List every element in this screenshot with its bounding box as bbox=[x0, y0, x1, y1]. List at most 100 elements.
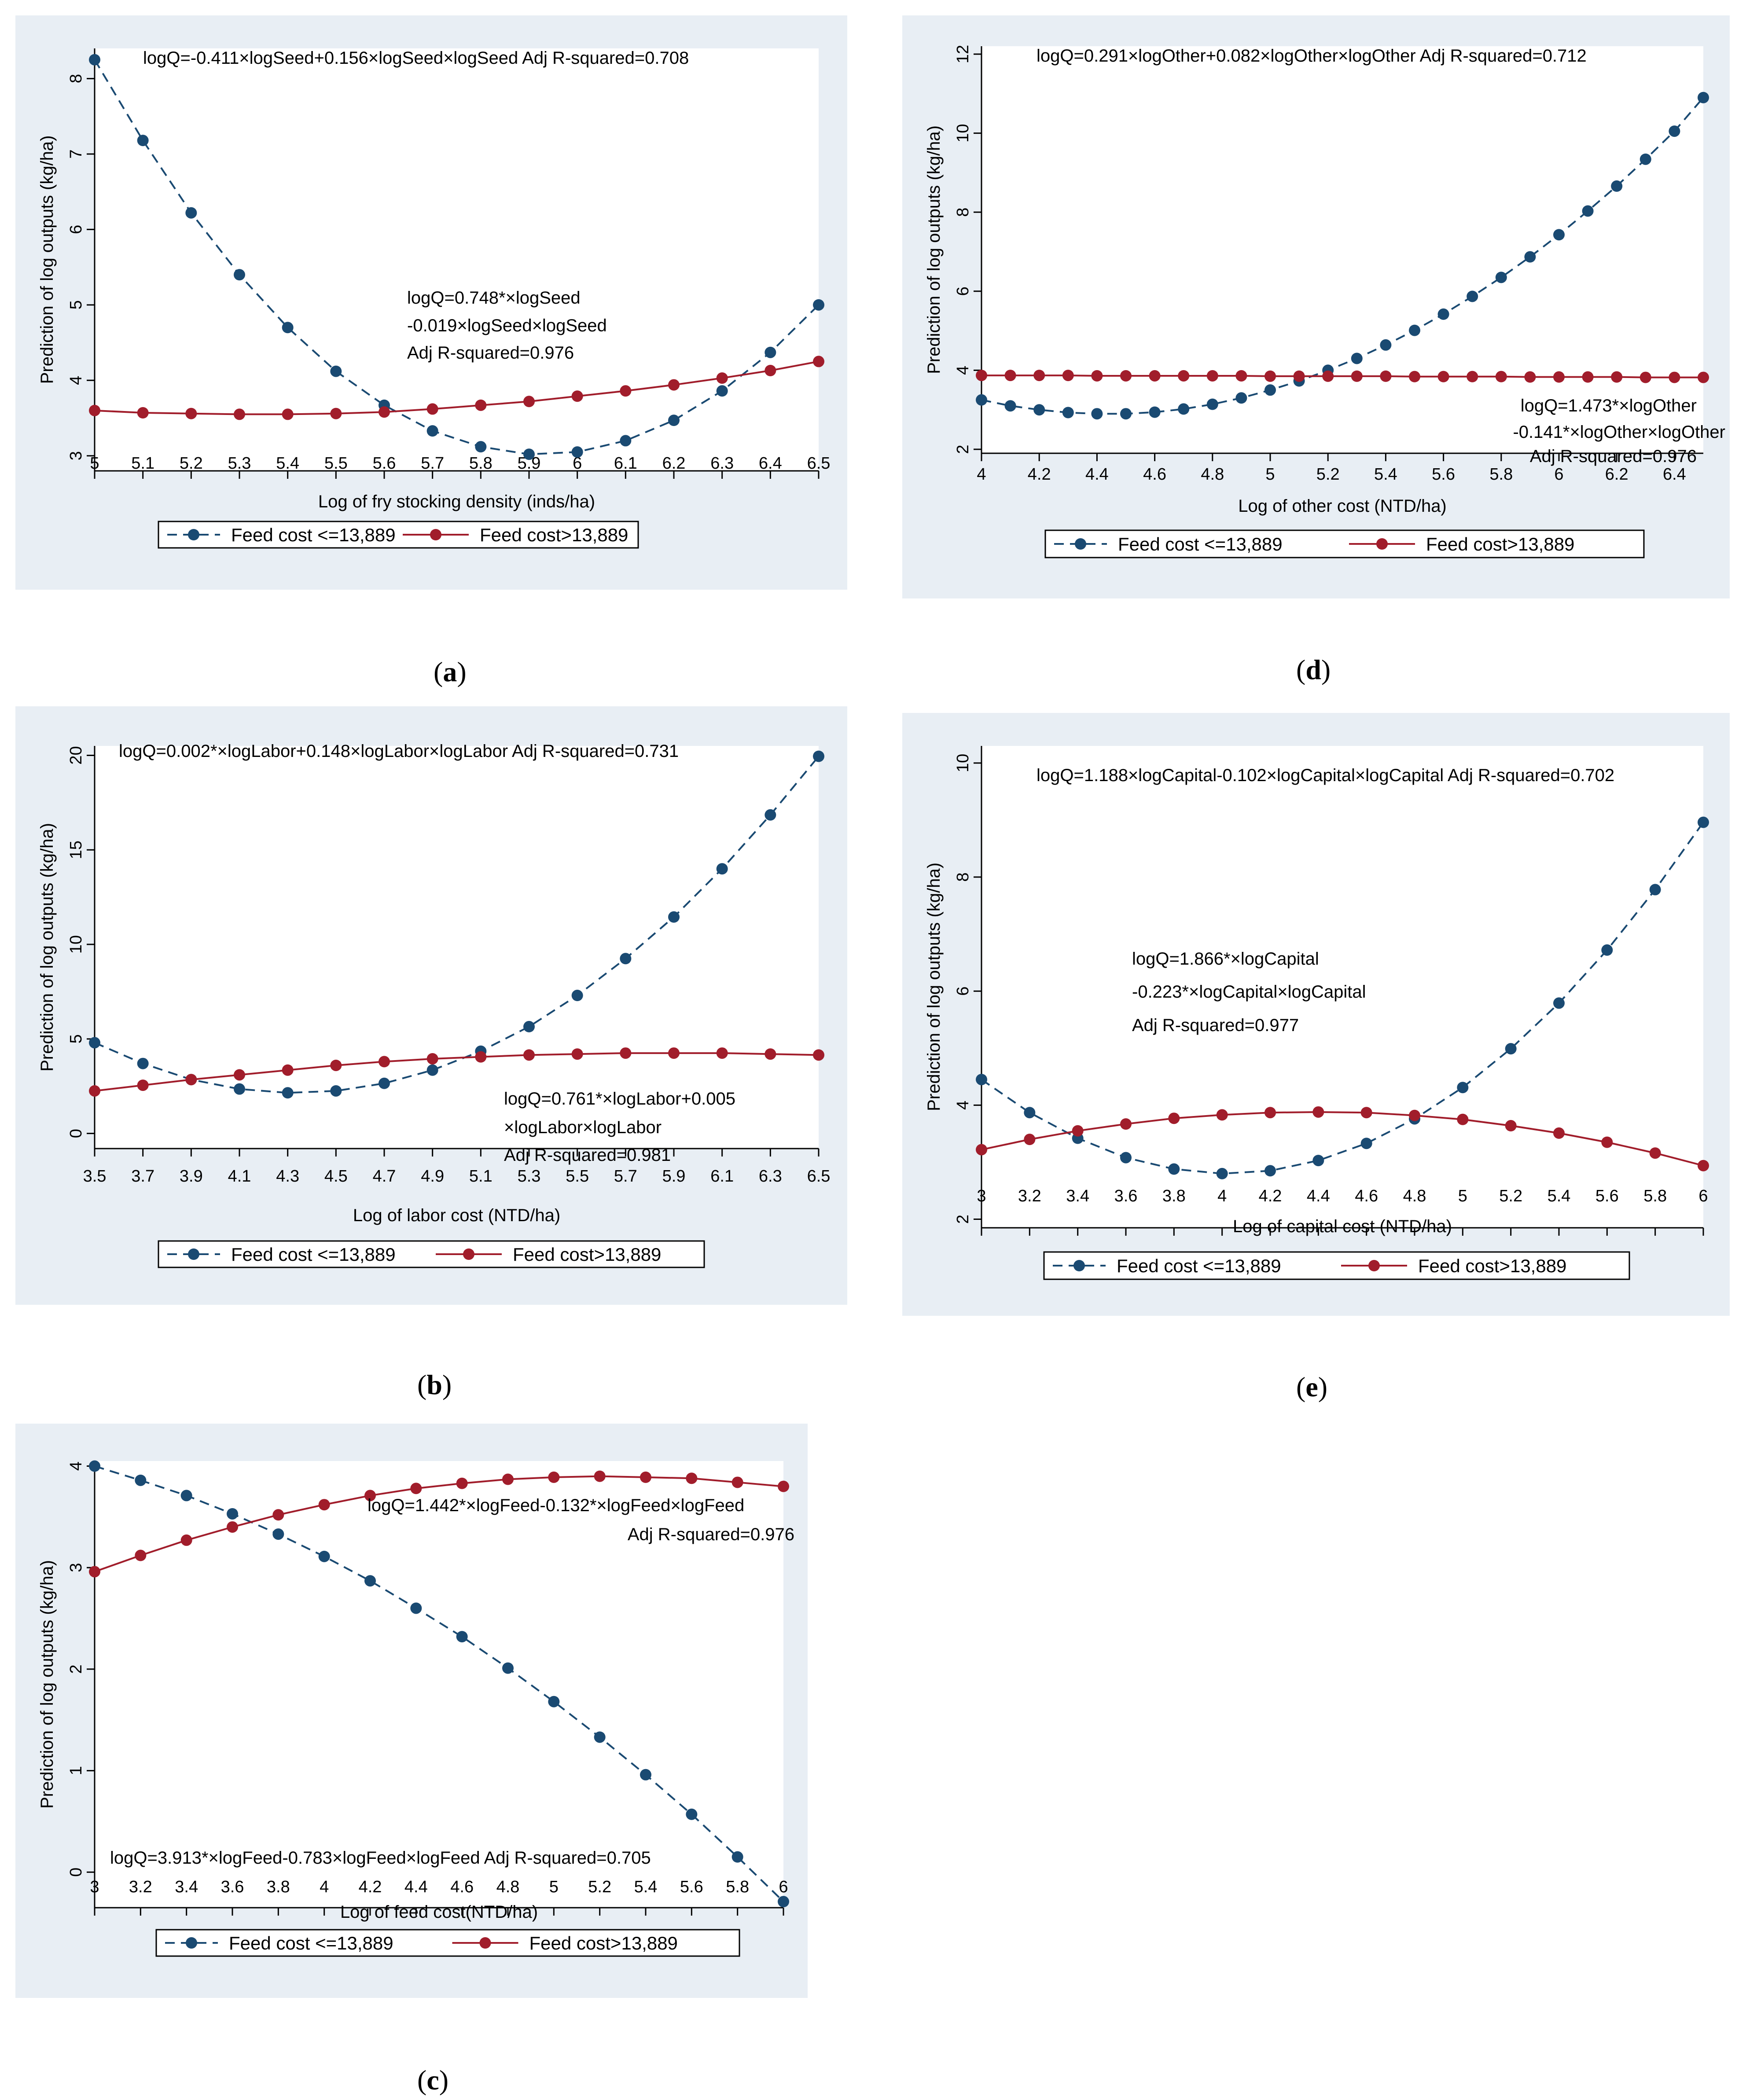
series-high-point bbox=[1293, 370, 1305, 382]
series-low-line bbox=[981, 97, 1704, 415]
x-tick-label: 4.4 bbox=[1307, 1187, 1330, 1205]
x-tick-label: 5.4 bbox=[1374, 465, 1397, 484]
series-high-point bbox=[1457, 1113, 1469, 1125]
series-low-point bbox=[1206, 398, 1218, 410]
x-tick-label: 3 bbox=[90, 1878, 99, 1896]
series-low-point bbox=[1649, 884, 1661, 896]
series-low-point bbox=[185, 207, 197, 219]
series-low-point bbox=[456, 1631, 468, 1643]
series-low-point bbox=[1062, 407, 1074, 419]
series-high-line bbox=[94, 360, 819, 415]
series-low-point bbox=[89, 1460, 100, 1472]
series-high-point bbox=[426, 403, 438, 415]
series-high-point bbox=[89, 1566, 100, 1578]
series-high-point bbox=[716, 372, 728, 384]
x-tick-label: 6 bbox=[573, 454, 582, 473]
plot-area bbox=[981, 46, 1703, 453]
series-low-point bbox=[1004, 400, 1016, 412]
x-tick-label: 5.6 bbox=[680, 1878, 703, 1896]
series-high-point bbox=[502, 1473, 514, 1485]
y-tick-label: 12 bbox=[954, 45, 972, 63]
series-low-point bbox=[282, 322, 294, 334]
y-tick-label: 1 bbox=[67, 1766, 85, 1775]
series-low-point bbox=[426, 1064, 438, 1076]
x-tick-label: 5.5 bbox=[566, 1167, 589, 1186]
annotation: Adj R-squared=0.981 bbox=[504, 1145, 671, 1165]
series-high-point bbox=[1216, 1109, 1228, 1121]
y-tick-label: 7 bbox=[67, 149, 85, 158]
legend-high-label: Feed cost>13,889 bbox=[1418, 1256, 1566, 1276]
annotation: Adj R-squared=0.976 bbox=[407, 343, 574, 363]
y-tick-label: 6 bbox=[954, 286, 972, 296]
series-low-point bbox=[318, 1550, 330, 1562]
series-low-point bbox=[686, 1808, 698, 1820]
series-high-point bbox=[731, 1476, 743, 1488]
plot-area bbox=[95, 48, 819, 471]
series-high-point bbox=[1360, 1107, 1372, 1119]
x-tick-label: 6.5 bbox=[807, 1167, 831, 1186]
series-low-point bbox=[1582, 205, 1594, 217]
annotation: Adj R-squared=0.977 bbox=[1132, 1016, 1299, 1035]
series-high-point bbox=[716, 1047, 728, 1059]
y-tick-label: 15 bbox=[67, 841, 85, 859]
x-tick-label: 5.6 bbox=[373, 454, 396, 473]
series-low-point bbox=[282, 1087, 294, 1099]
series-high-point bbox=[523, 1049, 535, 1061]
legend-low-marker bbox=[188, 1248, 199, 1260]
annotation: -0.223*×logCapital×logCapital bbox=[1132, 982, 1366, 1002]
series-high-point bbox=[1206, 370, 1218, 382]
annotation: logQ=3.913*×logFeed-0.783×logFeed×logFee… bbox=[110, 1848, 651, 1868]
series-high-point bbox=[1698, 371, 1709, 383]
legend: Feed cost <=13,889 Feed cost>13,889 bbox=[158, 1240, 705, 1268]
series-low-point bbox=[765, 346, 776, 358]
series-high-point bbox=[1409, 371, 1420, 382]
y-tick-label: 5 bbox=[67, 1034, 85, 1043]
series-high-point bbox=[1669, 371, 1680, 383]
series-high-point bbox=[1582, 371, 1594, 383]
x-tick-label: 6 bbox=[779, 1878, 788, 1896]
series-low-point bbox=[765, 809, 776, 821]
series-low-point bbox=[410, 1602, 422, 1614]
series-low-point bbox=[1437, 308, 1449, 320]
legend-low-marker bbox=[1073, 1260, 1085, 1271]
series-low-point bbox=[1120, 408, 1132, 420]
y-tick-label: 5 bbox=[67, 300, 85, 309]
series-high-line bbox=[94, 1052, 819, 1092]
x-tick-label: 4 bbox=[1217, 1187, 1227, 1205]
series-high-point bbox=[1178, 370, 1190, 382]
series-high-point bbox=[282, 408, 294, 420]
y-tick-label: 8 bbox=[954, 872, 972, 881]
series-high-point bbox=[1409, 1109, 1420, 1121]
legend-high-label: Feed cost>13,889 bbox=[480, 525, 628, 545]
legend-low-marker bbox=[186, 1937, 197, 1949]
series-high-point bbox=[234, 408, 245, 420]
legend-high-label: Feed cost>13,889 bbox=[1426, 534, 1574, 554]
chart-b: 0 5 10 15 20 3.5 3.7 3.9 4.1 4.3 4.5 4.7 4.9 5.1 5.3 5.… bbox=[37, 742, 831, 1268]
series-high-point bbox=[976, 370, 987, 382]
y-tick-label: 6 bbox=[954, 987, 972, 996]
series-low-point bbox=[1553, 997, 1565, 1009]
series-low-point bbox=[272, 1528, 284, 1540]
legend-low-label: Feed cost <=13,889 bbox=[229, 1933, 393, 1953]
series-high-point bbox=[282, 1064, 294, 1076]
x-tick-label: 3.4 bbox=[1066, 1187, 1089, 1205]
x-axis-title: Log of labor cost (NTD/ha) bbox=[353, 1206, 560, 1225]
x-tick-label: 4.6 bbox=[450, 1878, 474, 1896]
x-tick-label: 5.6 bbox=[1432, 465, 1455, 484]
annotation: logQ=0.291×logOther+0.082×logOther×logOt… bbox=[1037, 46, 1587, 66]
legend-box bbox=[1043, 1251, 1630, 1280]
series-high-point bbox=[1322, 370, 1334, 382]
series-high-point bbox=[89, 1085, 100, 1097]
series-low-point bbox=[137, 135, 149, 147]
chart-e: 2 4 6 8 10 3 3.2 3.4 3.6 3.8 4 4.2 4.4 4.6 4.8 5 5.2 5.4 5… bbox=[924, 746, 1709, 1280]
series-high-point bbox=[379, 406, 390, 418]
x-tick-label: 6.2 bbox=[662, 454, 686, 473]
x-tick-label: 3.8 bbox=[1162, 1187, 1186, 1205]
x-tick-label: 3.9 bbox=[180, 1167, 203, 1186]
series-high-point bbox=[1380, 370, 1392, 382]
caption-a: (a) bbox=[434, 656, 467, 687]
x-tick-label: 4.1 bbox=[228, 1167, 251, 1186]
legend-box bbox=[1044, 529, 1645, 558]
series-low-line bbox=[981, 822, 1704, 1175]
y-tick-label: 3 bbox=[67, 1563, 85, 1572]
